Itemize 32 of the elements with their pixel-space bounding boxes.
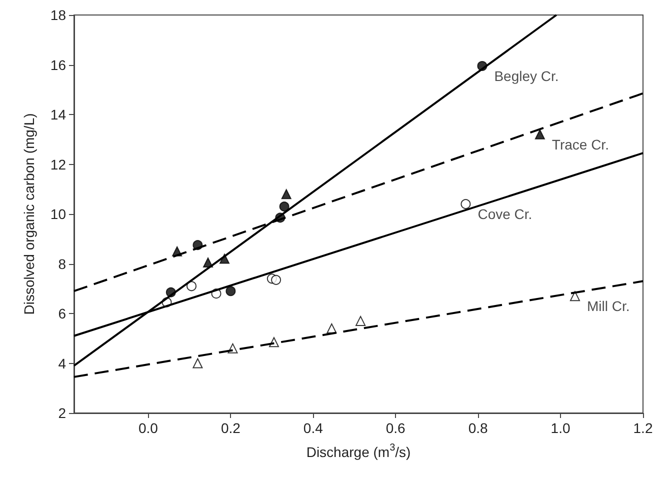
x-tick-label: 0.2 [220, 420, 241, 436]
y-tick-label: 4 [58, 355, 66, 372]
point [279, 202, 290, 212]
x-tick-label: 0.8 [468, 420, 488, 436]
y-tick-label: 16 [50, 56, 66, 73]
x-tick-label: 1.2 [633, 420, 653, 436]
point [570, 291, 580, 302]
point [460, 199, 471, 210]
point [226, 286, 236, 296]
y-axis-title: Dissolved organic carbon (mg/L) [21, 113, 37, 315]
point [192, 358, 203, 368]
series-label: Mill Cr. [586, 298, 630, 314]
y-tick-label: 6 [58, 306, 66, 322]
y-tick-label: 10 [50, 206, 66, 222]
y-tick-label: 8 [58, 256, 66, 272]
point [219, 254, 230, 264]
point [281, 189, 292, 200]
point [186, 281, 197, 292]
series-label: Begley Cr. [494, 68, 559, 84]
x-tick-label: 0.0 [138, 420, 158, 436]
point [534, 129, 545, 140]
x-tick-label: 0.4 [303, 420, 324, 436]
y-tick-label: 12 [50, 156, 66, 172]
y-tick-label: 14 [50, 106, 66, 122]
point [271, 274, 282, 285]
x-tick-label: 1.0 [550, 420, 570, 436]
series-label: Cove Cr. [478, 206, 532, 222]
series-label: Trace Cr. [552, 136, 609, 152]
y-tick-label: 18 [50, 7, 66, 23]
y-tick-label: 2 [58, 405, 66, 421]
x-tick-label: 0.6 [386, 420, 406, 436]
point [356, 316, 366, 326]
